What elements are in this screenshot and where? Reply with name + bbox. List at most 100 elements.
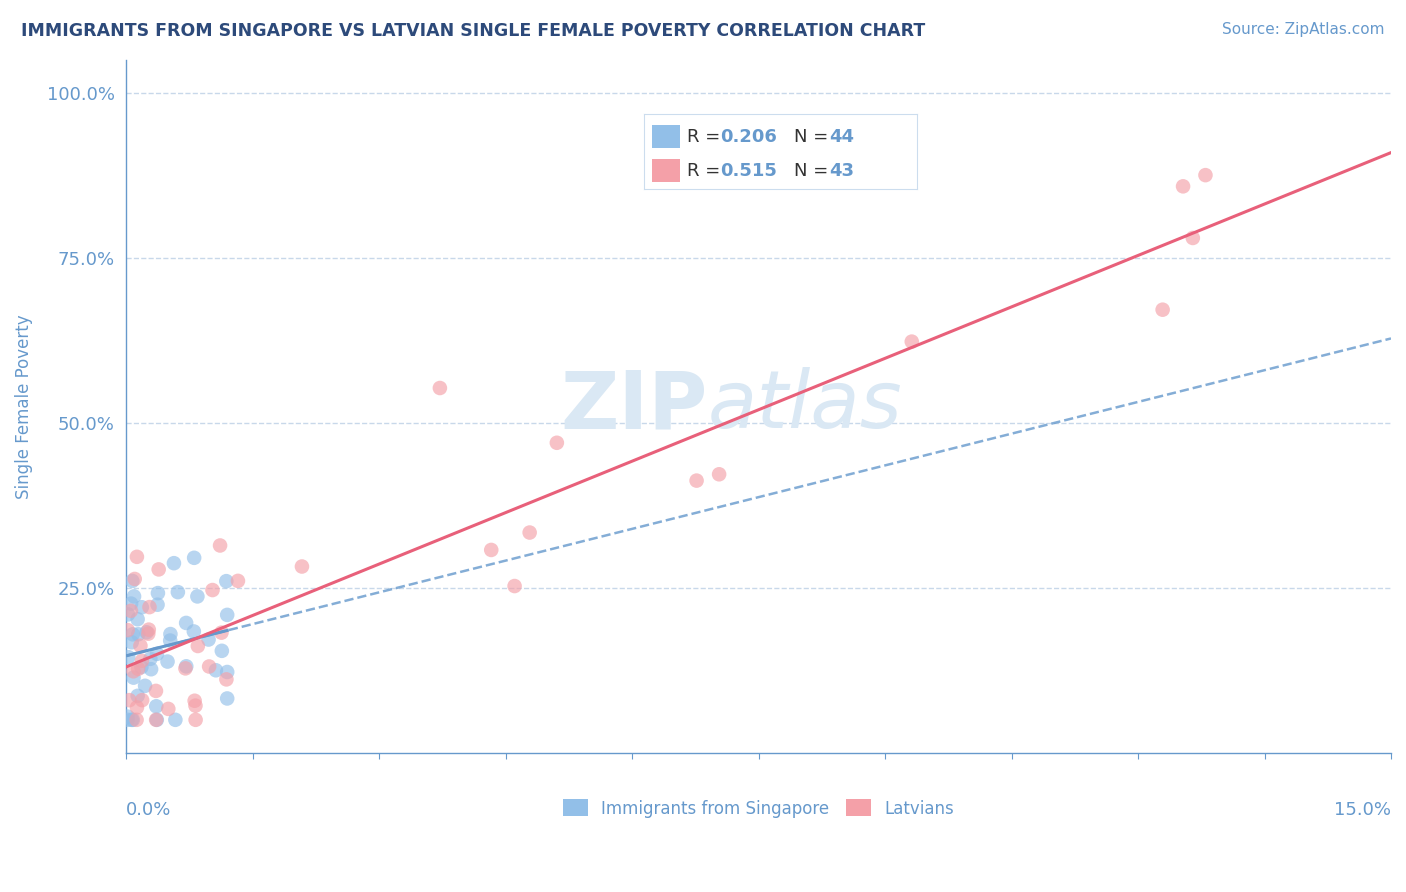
Point bbox=[121, 627, 143, 641]
Point bbox=[226, 574, 249, 588]
Point bbox=[122, 590, 145, 604]
Point bbox=[183, 694, 205, 708]
Text: atlas: atlas bbox=[707, 368, 903, 445]
Point bbox=[159, 627, 181, 641]
Point bbox=[145, 684, 167, 698]
Point bbox=[117, 623, 139, 637]
Text: N =: N = bbox=[794, 161, 834, 179]
Point bbox=[118, 693, 141, 707]
Point bbox=[217, 691, 239, 706]
Text: 15.0%: 15.0% bbox=[1334, 801, 1391, 820]
Point bbox=[429, 381, 451, 395]
Point bbox=[1194, 168, 1216, 182]
Point bbox=[146, 598, 169, 612]
Point bbox=[187, 639, 209, 653]
Text: R =: R = bbox=[686, 128, 725, 145]
Point bbox=[129, 639, 152, 653]
Point bbox=[1171, 179, 1194, 194]
Legend: Immigrants from Singapore, Latvians: Immigrants from Singapore, Latvians bbox=[557, 793, 960, 824]
Point bbox=[120, 597, 142, 611]
Point bbox=[503, 579, 526, 593]
Point bbox=[134, 679, 156, 693]
Point bbox=[156, 655, 179, 669]
Point bbox=[163, 556, 186, 570]
Point bbox=[125, 549, 148, 564]
Point bbox=[479, 543, 502, 558]
Point bbox=[138, 623, 160, 637]
Point bbox=[1152, 302, 1174, 317]
Point bbox=[145, 713, 167, 727]
Point bbox=[120, 604, 142, 618]
Point bbox=[121, 713, 143, 727]
Point bbox=[211, 625, 233, 640]
Point bbox=[215, 574, 238, 589]
Point bbox=[122, 665, 145, 679]
Point bbox=[157, 702, 180, 716]
Point bbox=[139, 652, 162, 666]
Point bbox=[167, 585, 190, 599]
Point bbox=[127, 627, 149, 641]
Text: 43: 43 bbox=[830, 161, 855, 179]
Point bbox=[184, 713, 207, 727]
Y-axis label: Single Female Poverty: Single Female Poverty bbox=[15, 314, 32, 499]
Text: ZIP: ZIP bbox=[561, 368, 707, 445]
Point bbox=[209, 539, 232, 553]
Point bbox=[131, 660, 153, 674]
Point bbox=[138, 600, 160, 615]
Point bbox=[148, 562, 170, 576]
Point bbox=[198, 659, 221, 673]
Point bbox=[900, 334, 922, 349]
Point bbox=[139, 662, 162, 676]
Point bbox=[131, 654, 153, 668]
Point bbox=[205, 663, 228, 677]
Point bbox=[117, 607, 139, 622]
Point bbox=[117, 650, 139, 665]
Point bbox=[145, 699, 167, 714]
Point bbox=[117, 709, 139, 723]
Point bbox=[685, 474, 707, 488]
Point bbox=[131, 600, 153, 615]
Text: 0.0%: 0.0% bbox=[127, 801, 172, 820]
Point bbox=[217, 607, 239, 622]
FancyBboxPatch shape bbox=[652, 160, 679, 182]
Point bbox=[217, 665, 239, 679]
Point bbox=[121, 574, 143, 588]
Point bbox=[215, 673, 238, 687]
Point bbox=[146, 713, 169, 727]
Point bbox=[707, 467, 730, 482]
Point bbox=[122, 671, 145, 685]
Point bbox=[174, 661, 197, 675]
Point bbox=[136, 626, 159, 640]
Text: 0.515: 0.515 bbox=[720, 161, 778, 179]
Point bbox=[174, 615, 197, 630]
Point bbox=[183, 550, 205, 565]
Point bbox=[127, 612, 149, 626]
Point bbox=[121, 635, 143, 649]
Point bbox=[197, 632, 219, 647]
Point bbox=[291, 559, 314, 574]
Text: 44: 44 bbox=[830, 128, 855, 145]
Point bbox=[201, 582, 224, 597]
Point bbox=[125, 713, 148, 727]
Point bbox=[146, 586, 169, 600]
Point bbox=[127, 662, 149, 676]
Point bbox=[186, 590, 208, 604]
Point bbox=[124, 572, 146, 586]
Point bbox=[183, 624, 205, 639]
FancyBboxPatch shape bbox=[652, 125, 679, 148]
Text: Source: ZipAtlas.com: Source: ZipAtlas.com bbox=[1222, 22, 1385, 37]
Point bbox=[546, 435, 568, 450]
Point bbox=[519, 525, 541, 540]
Point bbox=[159, 633, 181, 648]
Text: R =: R = bbox=[686, 161, 731, 179]
Point bbox=[135, 625, 157, 640]
Point bbox=[211, 644, 233, 658]
Point bbox=[146, 647, 169, 661]
Point bbox=[174, 659, 197, 673]
Point bbox=[131, 693, 153, 707]
Point bbox=[1181, 231, 1204, 245]
Text: IMMIGRANTS FROM SINGAPORE VS LATVIAN SINGLE FEMALE POVERTY CORRELATION CHART: IMMIGRANTS FROM SINGAPORE VS LATVIAN SIN… bbox=[21, 22, 925, 40]
Point bbox=[117, 713, 139, 727]
Point bbox=[125, 700, 148, 714]
Point bbox=[165, 713, 187, 727]
